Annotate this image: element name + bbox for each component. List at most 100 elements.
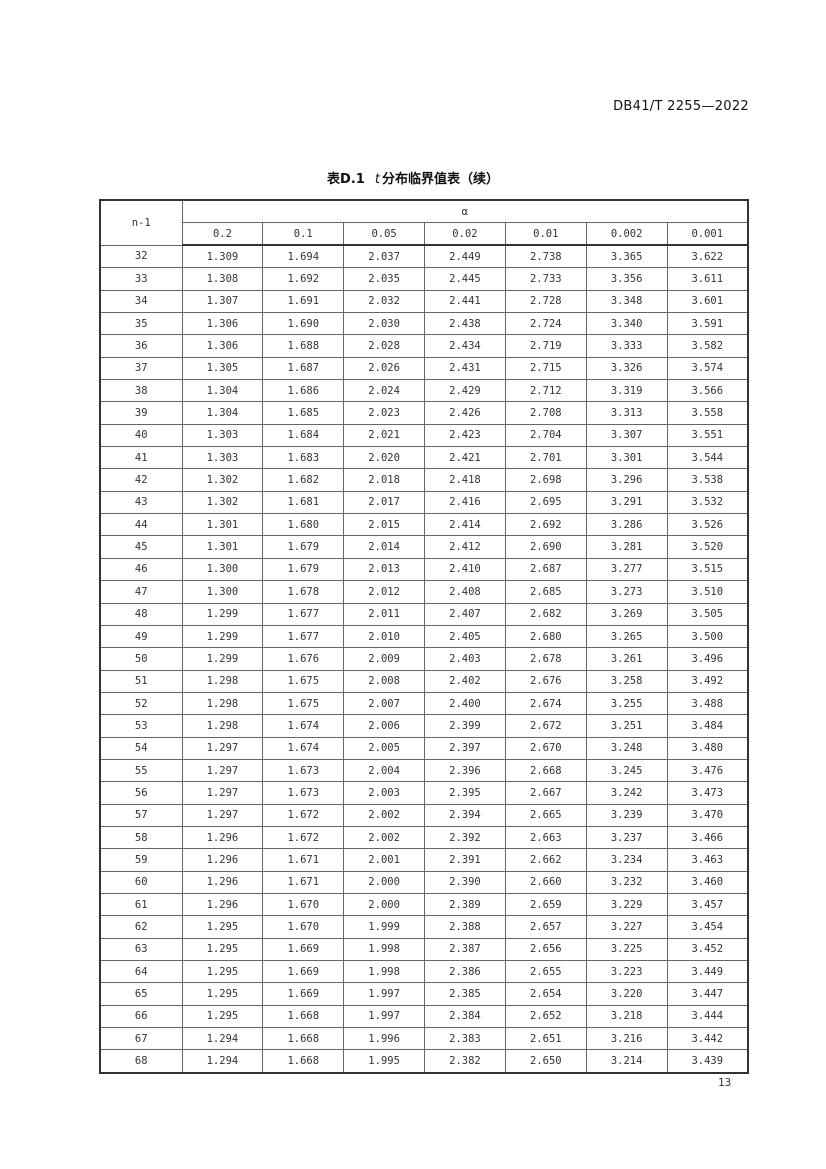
value-cell: 2.654 (504, 982, 587, 1006)
value-cell: 2.005 (343, 736, 426, 760)
table-row: 43 1.302 1.681 2.017 2.416 2.695 3.291 3.532 (99, 490, 749, 515)
column-header: 0.002 (585, 222, 668, 246)
column-header-row: 0.2 0.1 0.05 0.02 0.01 0.002 0.001 (100, 222, 749, 246)
value-cell: 3.237 (585, 825, 668, 850)
value-cell: 2.018 (343, 468, 426, 492)
value-cell: 3.488 (666, 691, 749, 716)
value-cell: 2.020 (343, 446, 426, 470)
value-cell: 3.551 (666, 423, 749, 448)
value-cell: 1.669 (262, 959, 345, 984)
value-cell: 2.695 (504, 490, 587, 515)
value-cell: 3.510 (666, 580, 749, 604)
value-cell: 3.463 (666, 848, 749, 872)
row-label-cell: 49 (99, 624, 183, 649)
value-cell: 2.017 (343, 490, 426, 515)
table-row: 41 1.303 1.683 2.020 2.421 2.701 3.301 3.544 (99, 446, 749, 470)
value-cell: 3.225 (585, 937, 668, 962)
table-row: 34 1.307 1.691 2.032 2.441 2.728 3.348 3.601 (99, 289, 749, 314)
table-row: 39 1.304 1.685 2.023 2.426 2.708 3.313 3.558 (99, 401, 749, 425)
value-cell: 2.024 (343, 379, 426, 403)
row-label-cell: 61 (99, 892, 183, 917)
value-cell: 1.679 (262, 535, 345, 559)
value-cell: 2.390 (424, 870, 506, 894)
value-cell: 2.733 (504, 267, 587, 291)
value-cell: 2.662 (504, 848, 587, 872)
table-row: 42 1.302 1.682 2.018 2.418 2.698 3.296 3.538 (99, 468, 749, 492)
value-cell: 1.675 (262, 669, 345, 693)
value-cell: 2.674 (504, 691, 587, 716)
row-label-cell: 43 (99, 490, 183, 515)
value-cell: 2.690 (504, 535, 587, 559)
value-cell: 3.457 (666, 892, 749, 917)
value-cell: 2.434 (424, 334, 506, 358)
row-label-cell: 40 (99, 423, 183, 448)
value-cell: 1.687 (262, 356, 345, 381)
value-cell: 2.389 (424, 892, 506, 917)
value-cell: 2.445 (424, 267, 506, 291)
value-cell: 2.391 (424, 848, 506, 872)
value-cell: 2.701 (504, 446, 587, 470)
value-cell: 2.659 (504, 892, 587, 917)
row-header: n-1 (99, 199, 183, 246)
value-cell: 1.305 (181, 356, 264, 381)
value-cell: 1.299 (181, 602, 264, 626)
value-cell: 3.452 (666, 937, 749, 962)
table-row: 59 1.296 1.671 2.001 2.391 2.662 3.234 3.463 (99, 848, 749, 872)
value-cell: 2.712 (504, 379, 587, 403)
value-cell: 2.026 (343, 356, 426, 381)
page-number: 13 (718, 1076, 732, 1089)
table-row: 57 1.297 1.672 2.002 2.394 2.665 3.239 3.470 (99, 803, 749, 827)
value-cell: 2.382 (424, 1049, 506, 1074)
value-cell: 1.669 (262, 982, 345, 1006)
value-cell: 1.295 (181, 982, 264, 1006)
table-row: 38 1.304 1.686 2.024 2.429 2.712 3.319 3.566 (99, 379, 749, 403)
value-cell: 2.418 (424, 468, 506, 492)
value-cell: 3.227 (585, 915, 668, 939)
table-row: 51 1.298 1.675 2.008 2.402 2.676 3.258 3.492 (99, 669, 749, 693)
value-cell: 3.340 (585, 312, 668, 336)
value-cell: 1.673 (262, 758, 345, 783)
value-cell: 2.665 (504, 803, 587, 827)
table-row: 52 1.298 1.675 2.007 2.400 2.674 3.255 3.488 (99, 691, 749, 716)
value-cell: 2.403 (424, 647, 506, 671)
row-label-cell: 44 (99, 513, 183, 537)
table-row: 68 1.294 1.668 1.995 2.382 2.650 3.214 3.439 (99, 1049, 749, 1074)
value-cell: 3.220 (585, 982, 668, 1006)
value-cell: 2.656 (504, 937, 587, 962)
row-label-cell: 39 (99, 401, 183, 425)
value-cell: 1.684 (262, 423, 345, 448)
value-cell: 1.308 (181, 267, 264, 291)
table-row: 55 1.297 1.673 2.004 2.396 2.668 3.245 3.476 (99, 758, 749, 783)
value-cell: 1.680 (262, 513, 345, 537)
value-cell: 1.679 (262, 557, 345, 582)
value-cell: 2.672 (504, 714, 587, 738)
value-cell: 1.691 (262, 289, 345, 314)
value-cell: 2.429 (424, 379, 506, 403)
column-header: 0.02 (424, 222, 506, 246)
table-row: 46 1.300 1.679 2.013 2.410 2.687 3.277 3.515 (99, 557, 749, 582)
value-cell: 1.690 (262, 312, 345, 336)
value-cell: 2.002 (343, 825, 426, 850)
table-row: 47 1.300 1.678 2.012 2.408 2.685 3.273 3.510 (99, 580, 749, 604)
value-cell: 2.715 (504, 356, 587, 381)
value-cell: 2.704 (504, 423, 587, 448)
value-cell: 1.685 (262, 401, 345, 425)
value-cell: 1.669 (262, 937, 345, 962)
value-cell: 3.261 (585, 647, 668, 671)
value-cell: 1.681 (262, 490, 345, 515)
row-label-cell: 59 (99, 848, 183, 872)
value-cell: 3.273 (585, 580, 668, 604)
table-row: 61 1.296 1.670 2.000 2.389 2.659 3.229 3.457 (99, 892, 749, 917)
row-label-cell: 35 (99, 312, 183, 336)
row-label-cell: 48 (99, 602, 183, 626)
column-header: 0.1 (262, 222, 345, 246)
table-row: 60 1.296 1.671 2.000 2.390 2.660 3.232 3.460 (99, 870, 749, 894)
value-cell: 3.326 (585, 356, 668, 381)
value-cell: 2.650 (504, 1049, 587, 1074)
value-cell: 2.687 (504, 557, 587, 582)
value-cell: 2.738 (504, 244, 587, 269)
row-label-cell: 34 (99, 289, 183, 314)
value-cell: 1.304 (181, 379, 264, 403)
value-cell: 3.566 (666, 379, 749, 403)
value-cell: 3.229 (585, 892, 668, 917)
